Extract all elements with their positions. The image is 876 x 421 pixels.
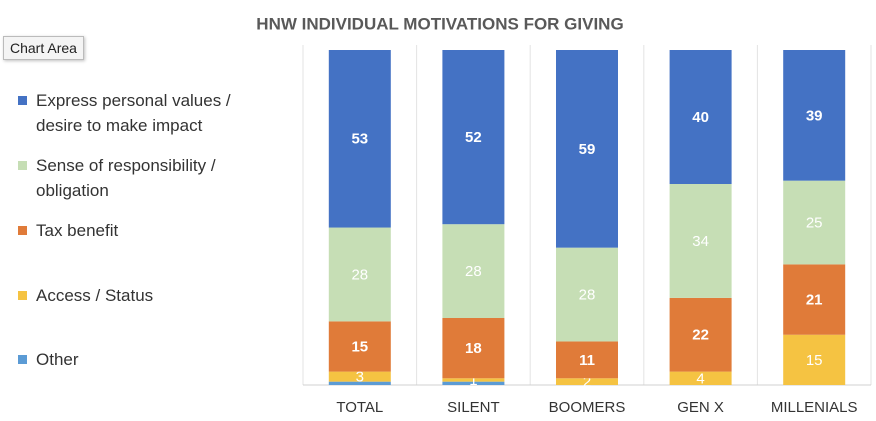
bar-segment [442, 378, 505, 382]
data-label: 2 [583, 374, 591, 391]
bar-segment [669, 371, 732, 385]
bar-segment [669, 50, 732, 184]
bar-segment [669, 184, 732, 298]
bar-segment [442, 381, 505, 385]
bar-segment [328, 371, 391, 382]
bar-segment [556, 341, 618, 379]
data-label: 1 [469, 372, 477, 389]
data-label: 28 [465, 263, 482, 280]
data-label: 40 [692, 109, 709, 126]
x-tick-label: GEN X [677, 399, 724, 416]
bar-segment [328, 381, 391, 385]
legend-swatch [18, 355, 27, 364]
data-label: 39 [806, 107, 823, 124]
chart-title: HNW INDIVIDUAL MOTIVATIONS FOR GIVING [256, 14, 623, 33]
x-tick-label: SILENT [447, 399, 500, 416]
data-label: 21 [806, 292, 823, 309]
bar-segment [783, 180, 846, 265]
x-tick-label: TOTAL [336, 399, 383, 416]
data-label: 15 [351, 338, 368, 355]
data-label: 15 [806, 352, 823, 369]
legend-label: Other [36, 350, 79, 369]
legend-label: Sense of responsibility / obligation [36, 156, 216, 200]
data-label: 11 [579, 352, 595, 369]
data-label: 52 [465, 129, 482, 146]
bar-segment [556, 378, 618, 385]
legend-swatch [18, 161, 27, 170]
data-label: 22 [692, 327, 709, 344]
legend-label: Tax benefit [36, 221, 119, 240]
data-label: 18 [465, 340, 482, 357]
legend-label: Express personal values / desire to make… [36, 91, 231, 135]
x-tick-label: BOOMERS [549, 399, 626, 416]
data-label: 28 [351, 266, 368, 283]
data-label: 59 [579, 141, 596, 158]
legend-swatch [18, 291, 27, 300]
bar-segment [328, 321, 391, 372]
x-tick-label: MILLENIALS [771, 399, 858, 416]
bar-segment [442, 318, 505, 379]
data-label: 53 [351, 131, 368, 148]
legend-swatch [18, 226, 27, 235]
bar-segment [442, 224, 505, 318]
data-label: 3 [356, 369, 364, 386]
data-label: 34 [692, 233, 709, 250]
bar-segment [783, 264, 846, 335]
legend-label: Access / Status [36, 286, 154, 305]
bar-segment [556, 50, 618, 248]
bar-segment [556, 247, 618, 342]
bar-segment [328, 227, 391, 322]
data-label: 4 [696, 370, 704, 387]
data-label: 25 [806, 214, 823, 231]
tooltip: Chart Area [3, 36, 84, 60]
bar-segment [442, 50, 505, 225]
bar-segment [783, 334, 846, 385]
bar-segment [328, 50, 391, 228]
legend-swatch [18, 96, 27, 105]
bar-segment [783, 50, 846, 181]
bar-segment [669, 297, 732, 372]
data-label: 28 [579, 287, 596, 304]
